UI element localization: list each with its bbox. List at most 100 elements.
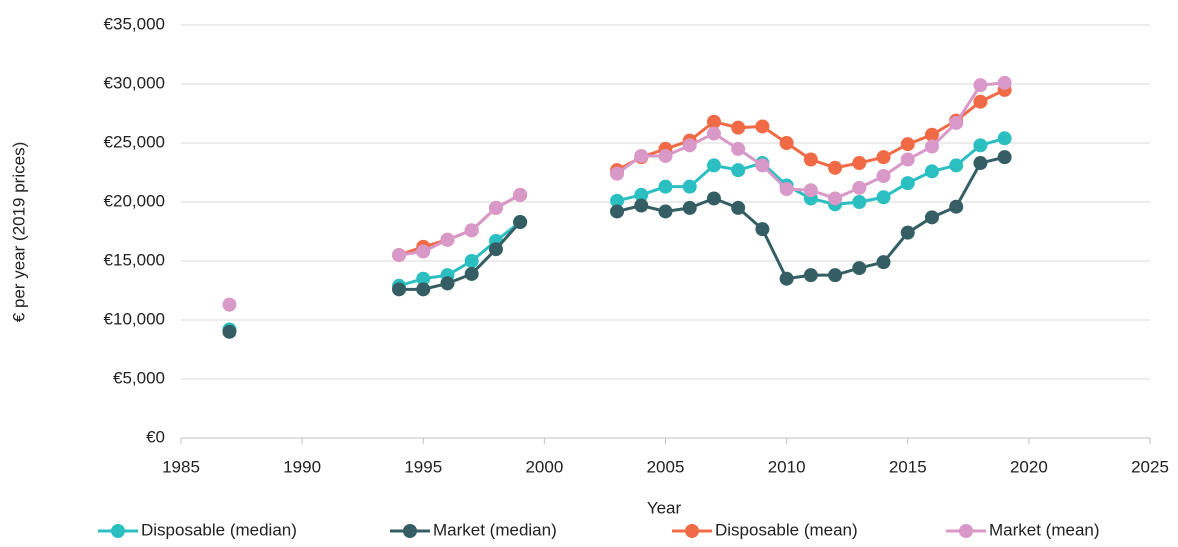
point xyxy=(876,169,891,184)
point xyxy=(682,138,697,153)
point xyxy=(779,136,794,150)
x-tick-label: 2020 xyxy=(1010,457,1048,476)
point xyxy=(973,78,988,93)
point xyxy=(610,193,625,208)
x-tick-label: 2010 xyxy=(768,457,806,476)
point xyxy=(828,191,843,206)
point xyxy=(949,115,964,130)
point xyxy=(803,268,818,283)
point xyxy=(416,282,431,297)
point xyxy=(682,179,697,194)
point xyxy=(924,127,939,142)
legend-label: Disposable (mean) xyxy=(715,520,858,539)
point xyxy=(852,180,867,195)
x-tick-label: 2000 xyxy=(525,457,563,476)
point xyxy=(973,156,988,171)
y-tick-label: €25,000 xyxy=(104,132,165,151)
point xyxy=(634,148,649,163)
point xyxy=(513,187,528,202)
x-tick-label: 2005 xyxy=(647,457,685,476)
point xyxy=(803,183,818,198)
point xyxy=(973,138,988,153)
point xyxy=(464,254,479,268)
point xyxy=(876,150,891,165)
point xyxy=(464,266,479,281)
point xyxy=(222,297,237,312)
point xyxy=(706,191,721,206)
point xyxy=(852,261,867,276)
point xyxy=(464,223,479,238)
point xyxy=(997,150,1012,165)
point xyxy=(682,200,697,215)
y-tick-label: €0 xyxy=(146,427,165,446)
point xyxy=(755,222,770,237)
point xyxy=(706,126,721,141)
x-axis-title: Year xyxy=(647,498,682,517)
point xyxy=(440,232,455,247)
point xyxy=(755,119,770,134)
point xyxy=(488,200,503,215)
point xyxy=(416,271,431,286)
legend-label: Market (median) xyxy=(433,520,557,539)
point xyxy=(416,244,431,259)
point xyxy=(949,158,964,173)
point xyxy=(706,158,721,173)
point xyxy=(852,195,867,209)
legend-marker xyxy=(111,524,125,538)
point xyxy=(828,268,843,283)
legend-label: Disposable (median) xyxy=(141,520,297,539)
y-tick-label: €35,000 xyxy=(104,14,165,33)
y-tick-label: €15,000 xyxy=(104,250,165,269)
point xyxy=(924,164,939,179)
point xyxy=(731,163,746,178)
point xyxy=(634,187,649,202)
point xyxy=(900,137,915,152)
point xyxy=(731,141,746,156)
point xyxy=(658,179,673,194)
point xyxy=(755,158,770,173)
x-tick-label: 1985 xyxy=(162,457,200,476)
point xyxy=(803,152,818,167)
point xyxy=(900,176,915,191)
x-tick-label: 2015 xyxy=(889,457,927,476)
point xyxy=(222,324,237,339)
legend-marker xyxy=(685,524,699,538)
point xyxy=(658,148,673,163)
legend-marker xyxy=(959,524,973,538)
point xyxy=(900,152,915,167)
point xyxy=(731,120,746,135)
point xyxy=(997,131,1012,146)
point xyxy=(440,276,455,291)
point xyxy=(610,204,625,219)
point xyxy=(852,156,867,171)
legend-label: Market (mean) xyxy=(989,520,1100,539)
point xyxy=(876,255,891,270)
y-axis-title: € per year (2019 prices) xyxy=(9,142,28,322)
point xyxy=(513,215,528,230)
point xyxy=(924,210,939,225)
point xyxy=(876,190,891,205)
x-tick-label: 1990 xyxy=(283,457,321,476)
point xyxy=(634,198,649,213)
point xyxy=(828,160,843,175)
point xyxy=(706,114,721,129)
point xyxy=(392,248,407,263)
point xyxy=(610,166,625,181)
point xyxy=(731,200,746,215)
point xyxy=(392,282,407,297)
point xyxy=(924,139,939,154)
point xyxy=(779,271,794,286)
x-tick-label: 2025 xyxy=(1131,457,1169,476)
point xyxy=(997,75,1012,90)
point xyxy=(658,204,673,219)
point xyxy=(949,199,964,214)
y-tick-label: €5,000 xyxy=(113,368,165,387)
y-tick-label: €10,000 xyxy=(104,309,165,328)
x-tick-label: 1995 xyxy=(404,457,442,476)
point xyxy=(973,94,988,109)
y-tick-label: €20,000 xyxy=(104,191,165,210)
point xyxy=(488,242,503,257)
point xyxy=(779,182,794,197)
point xyxy=(900,225,915,240)
